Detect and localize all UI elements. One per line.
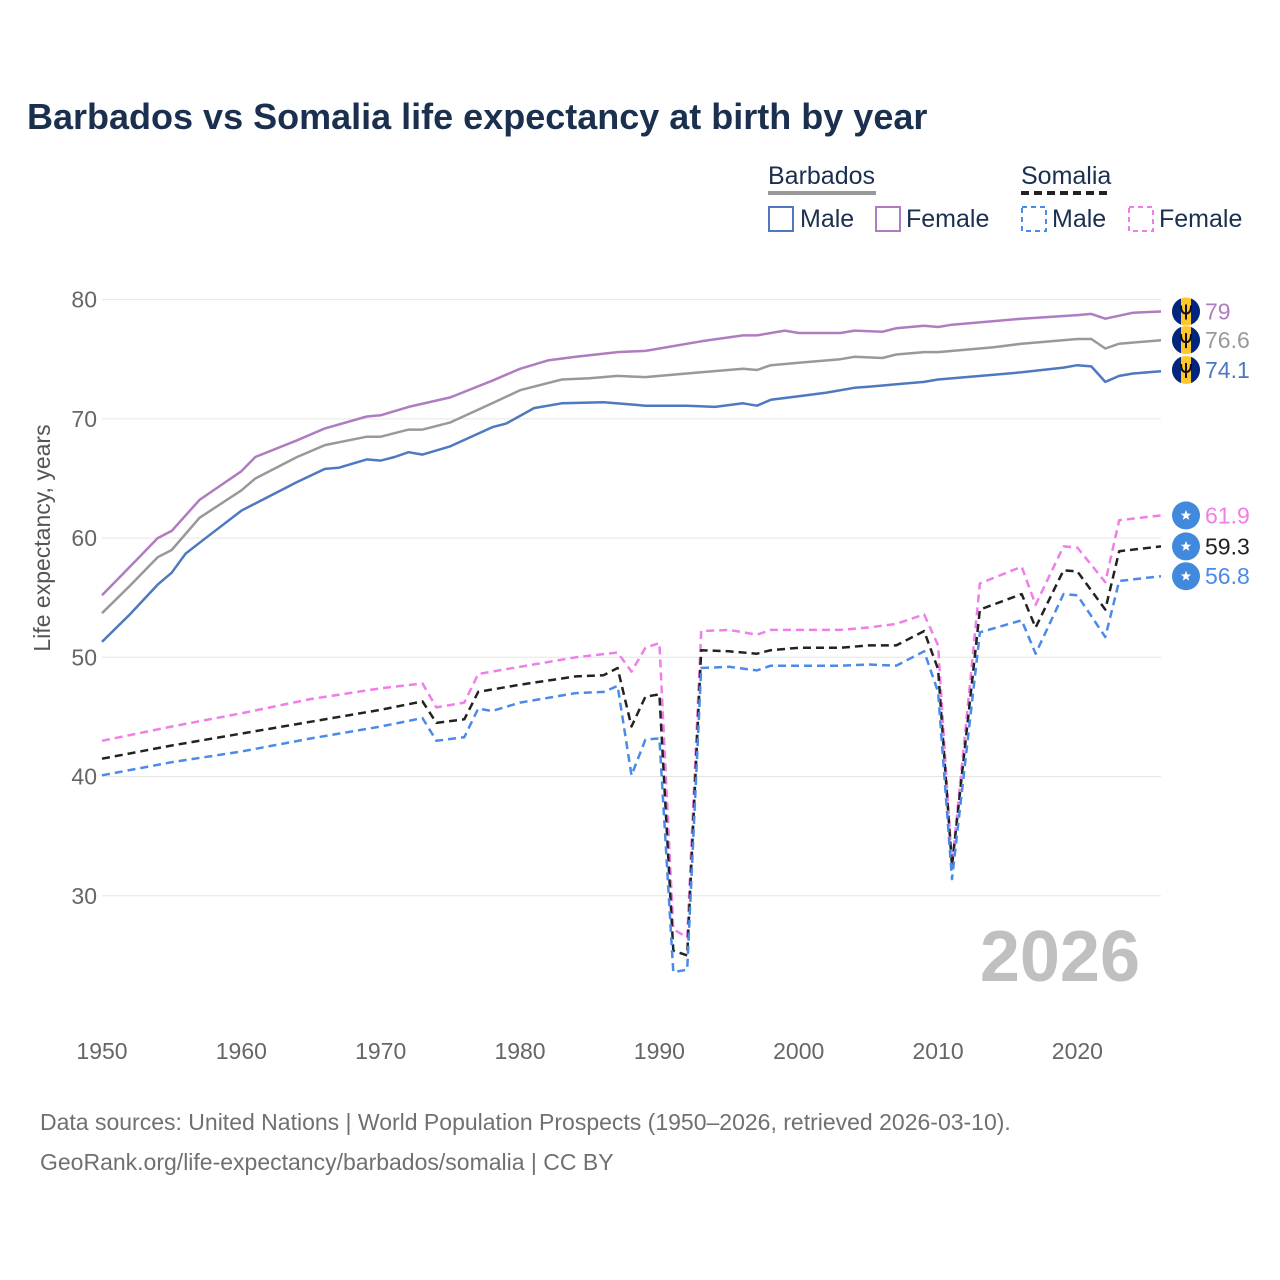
series-line-somalia-female	[101, 514, 1162, 939]
y-tick-label: 40	[71, 764, 97, 790]
legend-barbados-male-swatch	[768, 206, 794, 232]
source-line-1: Data sources: United Nations | World Pop…	[40, 1109, 1011, 1135]
source-line-2: GeoRank.org/life-expectancy/barbados/som…	[40, 1149, 614, 1175]
gridlines	[102, 299, 1161, 897]
x-tick-label: 2010	[912, 1038, 963, 1064]
y-tick-label: 30	[71, 883, 97, 909]
series-line-barbados-total	[101, 337, 1162, 615]
x-tick-label: 1960	[216, 1038, 267, 1064]
somalia-flag-icon	[1172, 532, 1200, 561]
legend-somalia-male-label: Male	[1052, 205, 1106, 233]
somalia-flag-icon	[1172, 562, 1200, 591]
end-value-label: 56.8	[1205, 563, 1250, 589]
current-year-stamp: 2026	[980, 917, 1140, 997]
series-line-somalia-total	[101, 545, 1162, 957]
barbados-flag-icon	[1171, 326, 1200, 355]
series-line-barbados-female	[101, 310, 1162, 597]
series-line-somalia-male	[101, 574, 1162, 974]
x-tick-label: 1990	[634, 1038, 685, 1064]
legend-somalia-female-label: Female	[1159, 205, 1242, 233]
y-tick-label: 60	[71, 525, 97, 551]
series-lines	[101, 310, 1162, 974]
end-value-label: 79	[1205, 299, 1231, 325]
y-tick-label: 70	[71, 406, 97, 432]
legend: Barbados Male Female Somalia Male Female	[768, 162, 1242, 233]
x-tick-label: 2000	[773, 1038, 824, 1064]
x-tick-label: 1980	[494, 1038, 545, 1064]
series-line-barbados-male	[101, 363, 1162, 643]
y-tick-label: 50	[71, 644, 97, 670]
legend-somalia-female-swatch	[1128, 206, 1154, 232]
y-axis-label: Life expectancy, years	[29, 424, 55, 651]
legend-barbados-male-label: Male	[800, 205, 854, 233]
legend-barbados-female-swatch	[875, 206, 901, 232]
x-tick-label: 1950	[76, 1038, 127, 1064]
x-tick-label: 2020	[1052, 1038, 1103, 1064]
end-value-label: 74.1	[1205, 357, 1250, 383]
end-value-label: 59.3	[1205, 533, 1250, 559]
end-value-label: 61.9	[1205, 502, 1250, 528]
end-value-label: 76.6	[1205, 327, 1250, 353]
chart-title: Barbados vs Somalia life expectancy at b…	[27, 96, 927, 137]
legend-group-barbados-label: Barbados	[768, 162, 875, 190]
legend-somalia-male-swatch	[1021, 206, 1047, 232]
y-tick-label: 80	[71, 287, 97, 313]
barbados-flag-icon	[1171, 297, 1200, 326]
x-tick-label: 1970	[355, 1038, 406, 1064]
legend-barbados-female-label: Female	[906, 205, 989, 233]
somalia-flag-icon	[1172, 501, 1200, 530]
legend-group-somalia-label: Somalia	[1021, 162, 1111, 190]
axes: 30 40 50 60 70 80 1950 1960 1970 1980 1990 2000 2010…	[71, 287, 1103, 1064]
barbados-flag-icon	[1171, 355, 1200, 384]
